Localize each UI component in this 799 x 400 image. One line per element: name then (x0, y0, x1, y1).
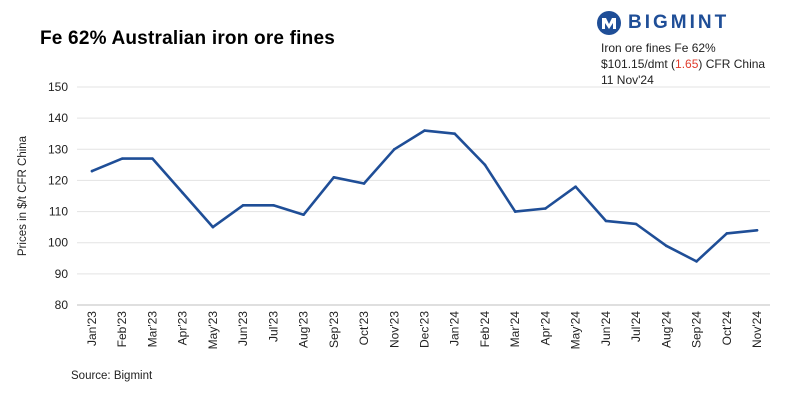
x-tick-label: Jun'24 (599, 311, 613, 346)
data-point (241, 204, 245, 207)
info-product: Iron ore fines Fe 62% (601, 41, 716, 55)
series-line (90, 129, 759, 263)
x-tick-label: Jan'24 (448, 311, 462, 346)
info-price-line: $101.15/dmt (1.65) CFR China (601, 56, 765, 72)
bigmint-globe-icon (597, 11, 621, 35)
data-point (362, 182, 366, 185)
data-point (574, 185, 577, 188)
x-tick-label: Mar'23 (145, 311, 159, 348)
x-tick-label: Jul'24 (629, 311, 643, 342)
x-tick-label: Jun'23 (236, 311, 250, 346)
data-point (513, 210, 517, 213)
data-point (181, 191, 184, 195)
x-tick-label: Oct'24 (720, 311, 734, 346)
y-tick-label: 150 (48, 80, 68, 94)
x-tick-label: May'23 (206, 311, 220, 350)
y-axis-ticks: 80 90 100 110 120 130 140 150 (48, 80, 68, 312)
x-tick-label: Jan'23 (85, 311, 99, 346)
x-tick-label: Nov'23 (387, 311, 401, 348)
x-tick-label: May'24 (569, 311, 583, 350)
data-point (272, 204, 275, 207)
data-point (725, 232, 729, 235)
data-point (755, 228, 759, 232)
y-tick-label: 90 (55, 267, 69, 281)
brand-logo: BIGMINT (596, 10, 729, 36)
data-point (665, 244, 668, 248)
source-note: Source: Bigmint (71, 370, 153, 382)
y-tick-label: 140 (48, 111, 68, 125)
x-tick-label: Aug'24 (659, 311, 673, 348)
x-tick-label: Apr'24 (538, 311, 552, 346)
data-point (332, 176, 336, 179)
x-tick-label: Sep'24 (690, 311, 704, 348)
x-tick-label: Aug'23 (297, 311, 311, 348)
chart-title: Fe 62% Australian iron ore fines (40, 28, 335, 49)
y-tick-label: 110 (49, 205, 68, 219)
data-point (695, 260, 698, 263)
x-tick-label: Sep'23 (327, 311, 341, 348)
x-tick-label: Oct'23 (357, 311, 371, 346)
x-tick-label: Mar'24 (508, 311, 522, 348)
grid-lines (77, 86, 770, 275)
data-point (483, 163, 487, 167)
data-point (634, 222, 638, 226)
x-axis-ticks: Jan'23 Feb'23 Mar'23 Apr'23 May'23 Jun'23 Jul'… (85, 311, 764, 350)
x-tick-label: Feb'24 (478, 311, 492, 348)
x-tick-label: Dec'23 (418, 311, 432, 348)
data-point (302, 213, 305, 216)
x-tick-label: Apr'23 (176, 311, 190, 346)
y-tick-label: 120 (48, 173, 68, 187)
x-tick-label: Feb'23 (115, 311, 129, 348)
info-change: 1.65 (675, 57, 699, 71)
data-point (544, 207, 547, 210)
y-tick-label: 130 (48, 142, 68, 156)
series-group (90, 129, 759, 263)
info-price-suffix: ) CFR China (698, 57, 766, 71)
data-point (453, 132, 457, 136)
data-point (423, 129, 426, 132)
brand-name: BIGMINT (628, 12, 730, 33)
data-point (120, 157, 124, 160)
data-point (90, 169, 94, 173)
y-tick-label: 100 (48, 236, 68, 250)
data-point (151, 157, 154, 160)
data-point (604, 219, 608, 223)
price-info: Iron ore fines Fe 62% $101.15/dmt (1.65)… (601, 40, 765, 88)
info-price: $101.15/dmt ( (601, 57, 676, 71)
x-tick-label: Nov'24 (750, 311, 764, 348)
data-point (211, 225, 215, 229)
x-tick-label: Jul'23 (266, 311, 280, 342)
y-tick-label: 80 (55, 298, 69, 312)
data-point (392, 147, 396, 151)
info-date: 11 Nov'24 (601, 73, 654, 87)
y-axis-label: Prices in $/t CFR China (17, 135, 29, 256)
